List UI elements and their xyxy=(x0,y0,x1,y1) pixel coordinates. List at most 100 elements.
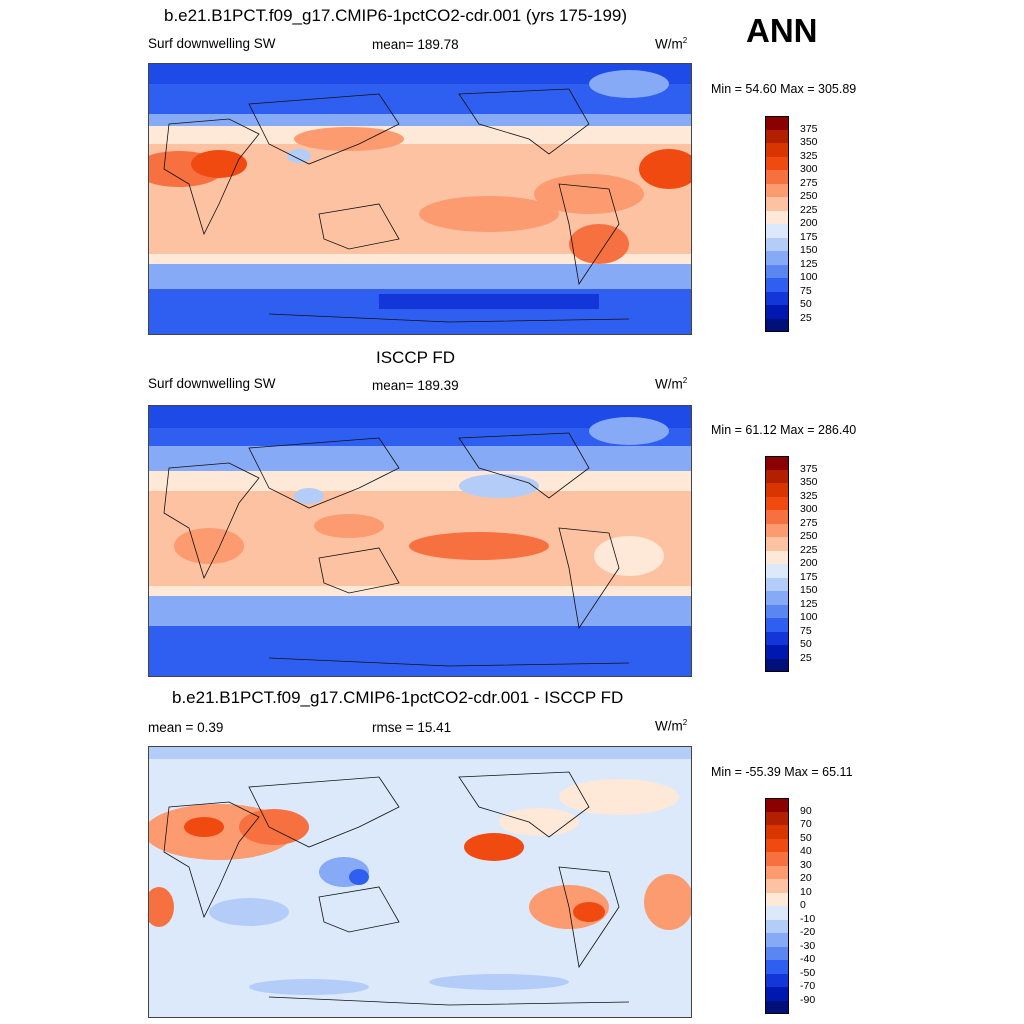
colorbar-box xyxy=(765,798,789,812)
colorbar-tick-label: 150 xyxy=(800,584,818,596)
colorbar-tick-label: 250 xyxy=(800,190,818,202)
panel-2-colorbar xyxy=(765,456,789,672)
colorbar-box xyxy=(765,469,789,483)
colorbar-tick-label: -10 xyxy=(800,912,816,925)
colorbar-box xyxy=(765,987,789,1001)
colorbar-tick-label: -30 xyxy=(800,939,816,952)
panel-2-minmax: Min = 61.12 Max = 286.40 xyxy=(711,423,857,437)
colorbar-box xyxy=(765,852,789,866)
colorbar-tick-label: 10 xyxy=(800,885,812,898)
panel-1-map xyxy=(148,63,692,335)
colorbar-tick-label: 125 xyxy=(800,597,818,610)
season-label: ANN xyxy=(746,12,818,49)
colorbar-tick-label: 375 xyxy=(800,462,818,475)
colorbar-tick-label: 225 xyxy=(800,203,818,216)
colorbar-tick-label: 325 xyxy=(800,489,818,502)
panel-3-colorbar xyxy=(765,798,789,1014)
colorbar-box xyxy=(765,483,789,497)
colorbar-tick-label: 25 xyxy=(800,651,812,664)
colorbar-box xyxy=(765,577,789,591)
colorbar-box xyxy=(765,1000,789,1014)
panel-3-title: b.e21.B1PCT.f09_g17.CMIP6-1pctCO2-cdr.00… xyxy=(172,688,624,707)
colorbar-box xyxy=(765,183,789,197)
colorbar-tick-label: 100 xyxy=(800,271,818,283)
panel-2-units: W/m2 xyxy=(655,376,688,392)
colorbar-box xyxy=(765,892,789,906)
colorbar-tick-label: 100 xyxy=(800,611,818,623)
colorbar-box xyxy=(765,170,789,184)
colorbar-tick-label: 20 xyxy=(800,872,812,884)
colorbar-box xyxy=(765,496,789,510)
colorbar-tick-label: -90 xyxy=(800,993,816,1006)
colorbar-box xyxy=(765,631,789,645)
colorbar-tick-label: -50 xyxy=(800,966,816,979)
colorbar-tick-label: -20 xyxy=(800,926,816,938)
colorbar-box xyxy=(765,564,789,578)
colorbar-box xyxy=(765,550,789,564)
panel-1-title: b.e21.B1PCT.f09_g17.CMIP6-1pctCO2-cdr.00… xyxy=(164,6,628,25)
colorbar-tick-label: 50 xyxy=(800,298,812,310)
colorbar-box xyxy=(765,604,789,618)
panel-1-variable-label: Surf downwelling SW xyxy=(148,36,276,51)
colorbar-box xyxy=(765,591,789,605)
colorbar-tick-label: 350 xyxy=(800,136,818,148)
colorbar-box xyxy=(765,973,789,987)
panel-1-units: W/m2 xyxy=(655,36,688,52)
colorbar-tick-label: 200 xyxy=(800,557,818,569)
colorbar-box xyxy=(765,523,789,537)
colorbar-tick-label: 175 xyxy=(800,230,818,243)
colorbar-box xyxy=(765,251,789,265)
colorbar-tick-label: 40 xyxy=(800,845,812,857)
panel-3-units: W/m2 xyxy=(655,718,688,734)
colorbar-box xyxy=(765,838,789,852)
colorbar-box xyxy=(765,960,789,974)
colorbar-tick-label: 375 xyxy=(800,122,818,135)
panel-1-mean-label: mean= 189.78 xyxy=(372,37,459,52)
panel-1-minmax: Min = 54.60 Max = 305.89 xyxy=(711,82,857,96)
colorbar-box xyxy=(765,129,789,143)
panel-1-colorbar xyxy=(765,116,789,332)
panel-2-mean-label: mean= 189.39 xyxy=(372,378,459,393)
colorbar-tick-label: 25 xyxy=(800,311,812,324)
colorbar-tick-label: 50 xyxy=(800,638,812,650)
colorbar-box xyxy=(765,456,789,470)
colorbar-box xyxy=(765,510,789,524)
colorbar-tick-label: 300 xyxy=(800,503,818,515)
panel-3-rmse-label: rmse = 15.41 xyxy=(372,720,452,735)
colorbar-box xyxy=(765,224,789,238)
colorbar-tick-label: 50 xyxy=(800,831,812,844)
colorbar-box xyxy=(765,305,789,319)
colorbar-box xyxy=(765,933,789,947)
colorbar-box xyxy=(765,645,789,659)
panel-3-mean-label: mean = 0.39 xyxy=(148,720,224,735)
colorbar-box xyxy=(765,278,789,292)
panel-3-map xyxy=(148,746,692,1018)
panel-2-variable-label: Surf downwelling SW xyxy=(148,376,276,391)
colorbar-tick-label: 75 xyxy=(800,624,812,637)
colorbar-tick-label: 30 xyxy=(800,858,812,871)
colorbar-tick-label: 200 xyxy=(800,217,818,229)
panel-3-minmax: Min = -55.39 Max = 65.11 xyxy=(711,765,853,779)
colorbar-tick-label: 75 xyxy=(800,284,812,297)
colorbar-tick-label: 0 xyxy=(800,899,806,911)
colorbar-box xyxy=(765,237,789,251)
colorbar-box xyxy=(765,658,789,672)
colorbar-tick-label: 275 xyxy=(800,176,818,189)
colorbar-box xyxy=(765,537,789,551)
colorbar-tick-label: 300 xyxy=(800,163,818,175)
colorbar-box xyxy=(765,811,789,825)
colorbar-box xyxy=(765,825,789,839)
colorbar-box xyxy=(765,318,789,332)
colorbar-tick-label: -40 xyxy=(800,953,816,965)
colorbar-box xyxy=(765,116,789,130)
colorbar-box xyxy=(765,865,789,879)
panel-2-map xyxy=(148,405,692,677)
colorbar-tick-label: 250 xyxy=(800,530,818,542)
panel-2-title: ISCCP FD xyxy=(376,348,456,367)
colorbar-box xyxy=(765,946,789,960)
colorbar-tick-label: 70 xyxy=(800,818,812,830)
colorbar-tick-label: 225 xyxy=(800,543,818,556)
colorbar-box xyxy=(765,143,789,157)
colorbar-tick-label: 275 xyxy=(800,516,818,529)
colorbar-box xyxy=(765,906,789,920)
